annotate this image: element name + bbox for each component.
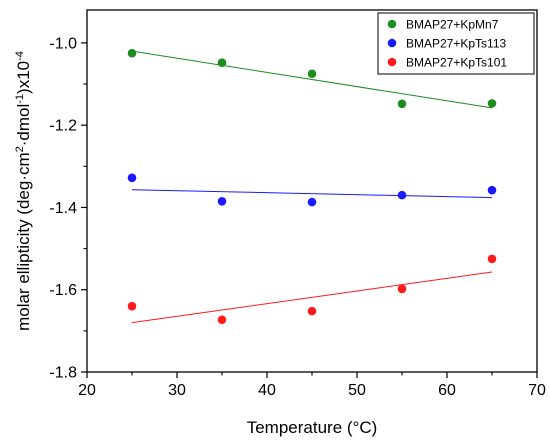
legend-marker: [387, 38, 397, 48]
data-point: [487, 254, 497, 264]
x-tick-label: 70: [528, 382, 546, 399]
x-axis-title: Temperature (°C): [247, 418, 378, 437]
y-tick-label: -1.6: [49, 282, 77, 299]
data-point: [307, 197, 317, 207]
y-axis-title: molar ellipticity (deg·cm2·dmol-1)x10-4: [14, 51, 33, 331]
data-point: [487, 185, 497, 195]
data-point: [307, 69, 317, 79]
legend-label: BMAP27+KpMn7: [406, 18, 499, 32]
fit-line: [131, 189, 493, 199]
data-point: [397, 99, 407, 109]
data-point: [127, 48, 137, 58]
legend-label: BMAP27+KpTs113: [406, 37, 506, 51]
y-tick-label: -1.2: [49, 118, 77, 135]
y-tick-label: -1.4: [49, 200, 77, 217]
y-tick-label: -1.0: [49, 35, 77, 52]
fit-lines: [131, 50, 493, 324]
x-axis-ticks: 20 30 40 50 60 70: [78, 372, 546, 399]
legend-marker: [387, 57, 397, 67]
data-point: [397, 284, 407, 294]
x-tick-label: 30: [168, 382, 186, 399]
legend-marker: [387, 19, 397, 29]
fit-line: [131, 271, 493, 324]
fit-line: [131, 50, 493, 109]
data-point: [397, 190, 407, 200]
data-point: [217, 58, 227, 67]
y-axis-ticks: -1.8 -1.6 -1.4 -1.2 -1.0: [49, 35, 87, 382]
y-tick-label: -1.8: [49, 365, 77, 382]
data-point: [487, 99, 497, 108]
data-point: [307, 306, 317, 316]
legend: BMAP27+KpMn7 BMAP27+KpTs113 BMAP27+KpTs101: [377, 12, 535, 75]
x-tick-label: 50: [348, 382, 366, 399]
data-point: [217, 315, 227, 325]
data-point: [127, 173, 137, 183]
x-tick-label: 20: [78, 382, 96, 399]
data-point: [127, 301, 137, 311]
data-points: [127, 48, 497, 325]
x-tick-label: 40: [258, 382, 276, 399]
legend-label: BMAP27+KpTs101: [406, 56, 507, 70]
data-point: [217, 196, 227, 206]
legend-box: [377, 12, 535, 75]
x-tick-label: 60: [438, 382, 456, 399]
